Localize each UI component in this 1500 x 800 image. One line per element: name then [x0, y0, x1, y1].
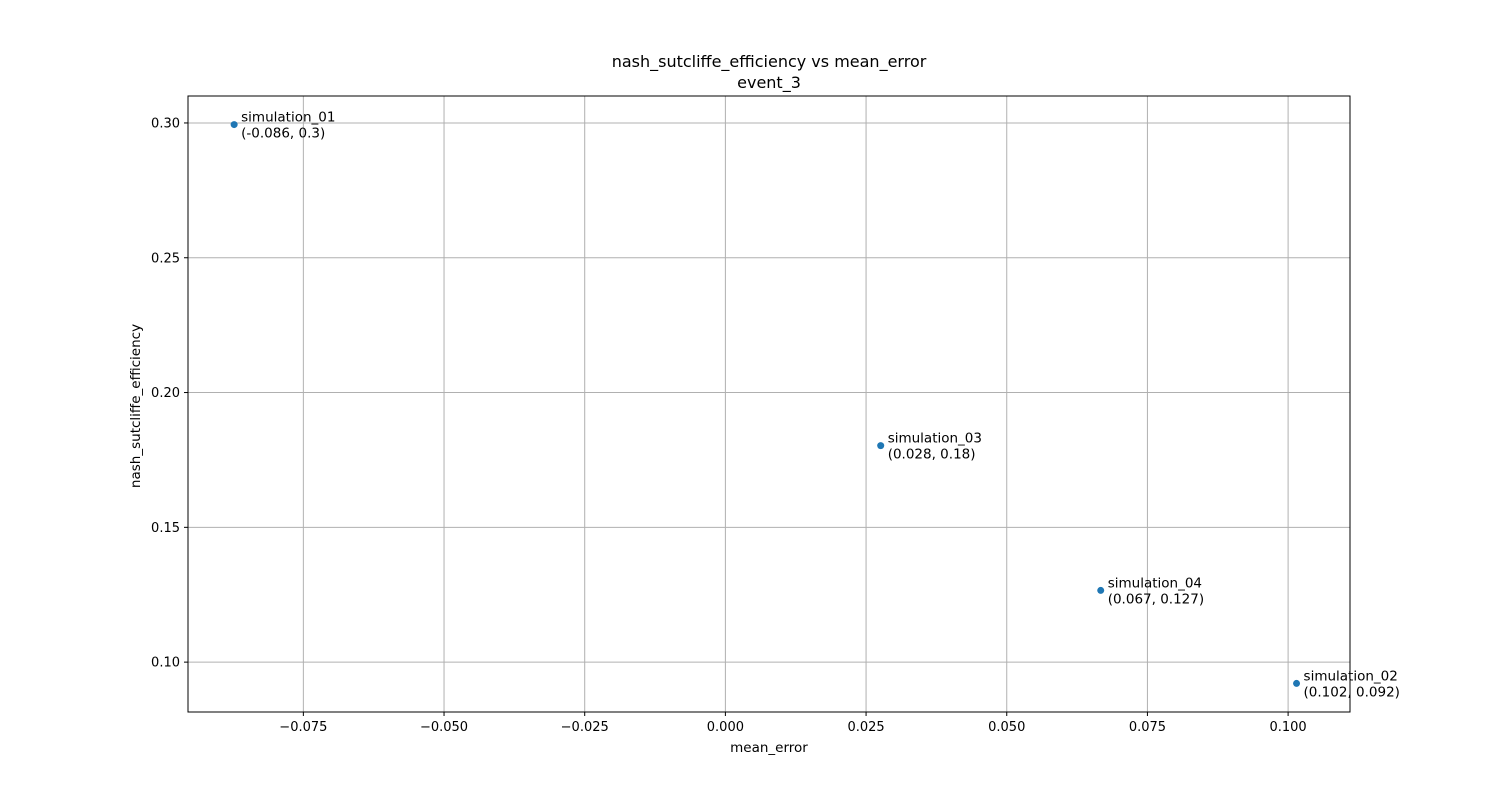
- y-tick-label: 0.20: [151, 386, 180, 401]
- data-point: [1097, 586, 1105, 594]
- x-tick-label: 0.075: [1129, 720, 1166, 735]
- x-tick-label: 0.025: [847, 720, 884, 735]
- y-tick-label: 0.30: [151, 116, 180, 131]
- data-point: [877, 442, 885, 450]
- data-points: simulation_01(-0.086, 0.3)simulation_03(…: [230, 110, 1400, 700]
- plot-frame: [187, 95, 1351, 713]
- data-point: [230, 121, 238, 129]
- point-value-label: (0.028, 0.18): [888, 447, 976, 463]
- point-value-label: (0.067, 0.127): [1108, 591, 1204, 607]
- point-value-label: (0.102, 0.092): [1304, 684, 1400, 700]
- y-tick-label: 0.15: [151, 521, 180, 536]
- point-name-label: simulation_02: [1304, 668, 1398, 684]
- point-name-label: simulation_04: [1108, 575, 1202, 591]
- point-value-label: (-0.086, 0.3): [241, 126, 325, 142]
- grid-lines: [188, 96, 1350, 712]
- y-tick-label: 0.25: [151, 251, 180, 266]
- point-name-label: simulation_03: [888, 431, 982, 447]
- chart-title: nash_sutcliffe_efficiency vs mean_error: [612, 52, 927, 72]
- x-tick-label: 0.050: [988, 720, 1025, 735]
- x-axis-label: mean_error: [730, 740, 808, 756]
- axis-ticks: −0.075 −0.050 −0.025 0.000 0.025 0.050 0.075 0.…: [151, 116, 1307, 735]
- x-tick-label: −0.050: [420, 720, 468, 735]
- chart-subtitle: event_3: [737, 73, 801, 93]
- x-tick-label: −0.025: [561, 720, 609, 735]
- y-tick-label: 0.10: [151, 656, 180, 671]
- point-name-label: simulation_01: [241, 110, 335, 126]
- x-tick-label: 0.100: [1269, 720, 1306, 735]
- x-tick-label: 0.000: [707, 720, 744, 735]
- x-tick-label: −0.075: [279, 720, 327, 735]
- y-axis-label: nash_sutcliffe_efficiency: [128, 324, 144, 488]
- data-point: [1293, 679, 1301, 687]
